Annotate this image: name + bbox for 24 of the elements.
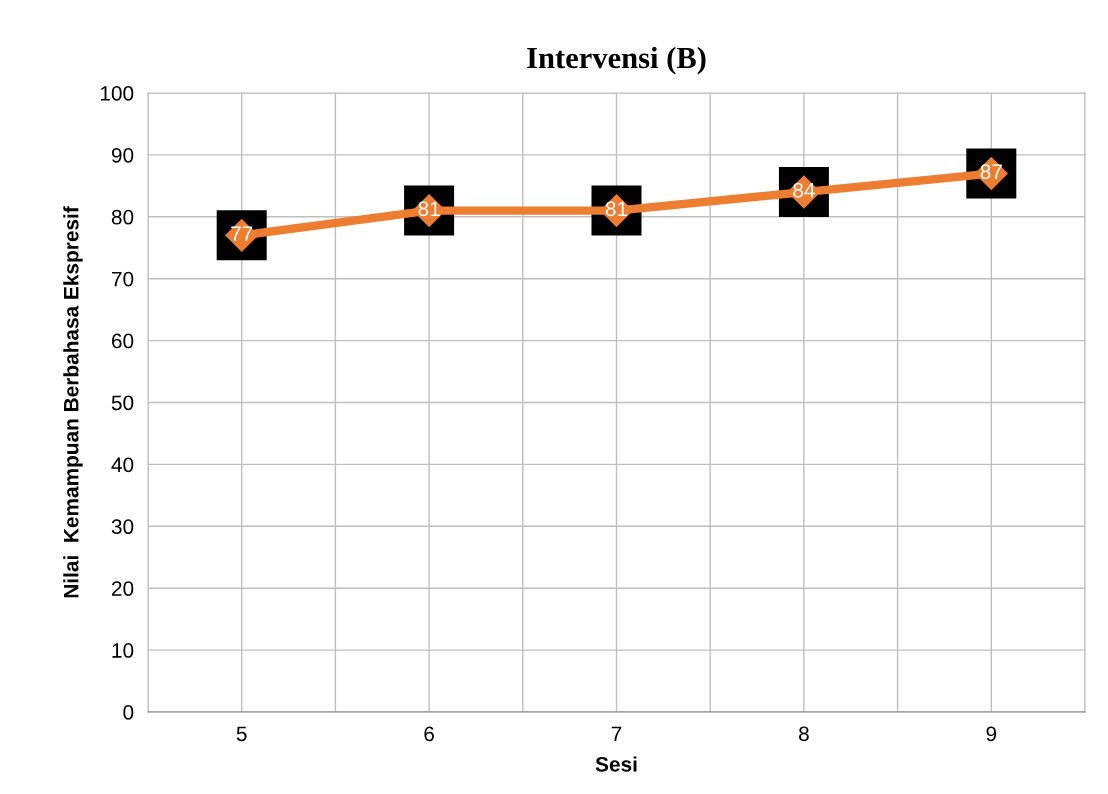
data-label: 81 (605, 201, 628, 217)
x-axis-title: Sesi (595, 756, 637, 772)
x-tick-label: 7 (611, 726, 622, 741)
data-label: 77 (231, 226, 253, 241)
y-tick-label: 100 (100, 86, 134, 101)
x-tick-label: 6 (424, 726, 434, 742)
y-tick-label: 50 (111, 395, 134, 411)
y-tick-label: 30 (111, 519, 134, 535)
x-tick-label: 8 (799, 726, 809, 742)
y-tick-label: 80 (111, 209, 134, 225)
y-tick-label: 10 (112, 643, 134, 658)
chart-title: Intervensi (B) (527, 46, 706, 75)
y-tick-label: 40 (111, 457, 134, 473)
y-tick-label: 70 (112, 271, 134, 287)
y-tick-label: 90 (111, 147, 134, 163)
data-label: 84 (793, 182, 815, 198)
y-tick-label: 60 (112, 333, 134, 349)
y-tick-label: 20 (111, 581, 134, 596)
y-axis-title: Nilai Kemampuan Berbahasa Ekspresif (63, 206, 83, 598)
data-label: 81 (418, 201, 440, 217)
x-tick-label: 9 (986, 726, 997, 742)
x-tick-label: 5 (236, 726, 247, 742)
y-tick-label: 0 (123, 705, 134, 720)
data-label: 87 (980, 164, 1002, 180)
